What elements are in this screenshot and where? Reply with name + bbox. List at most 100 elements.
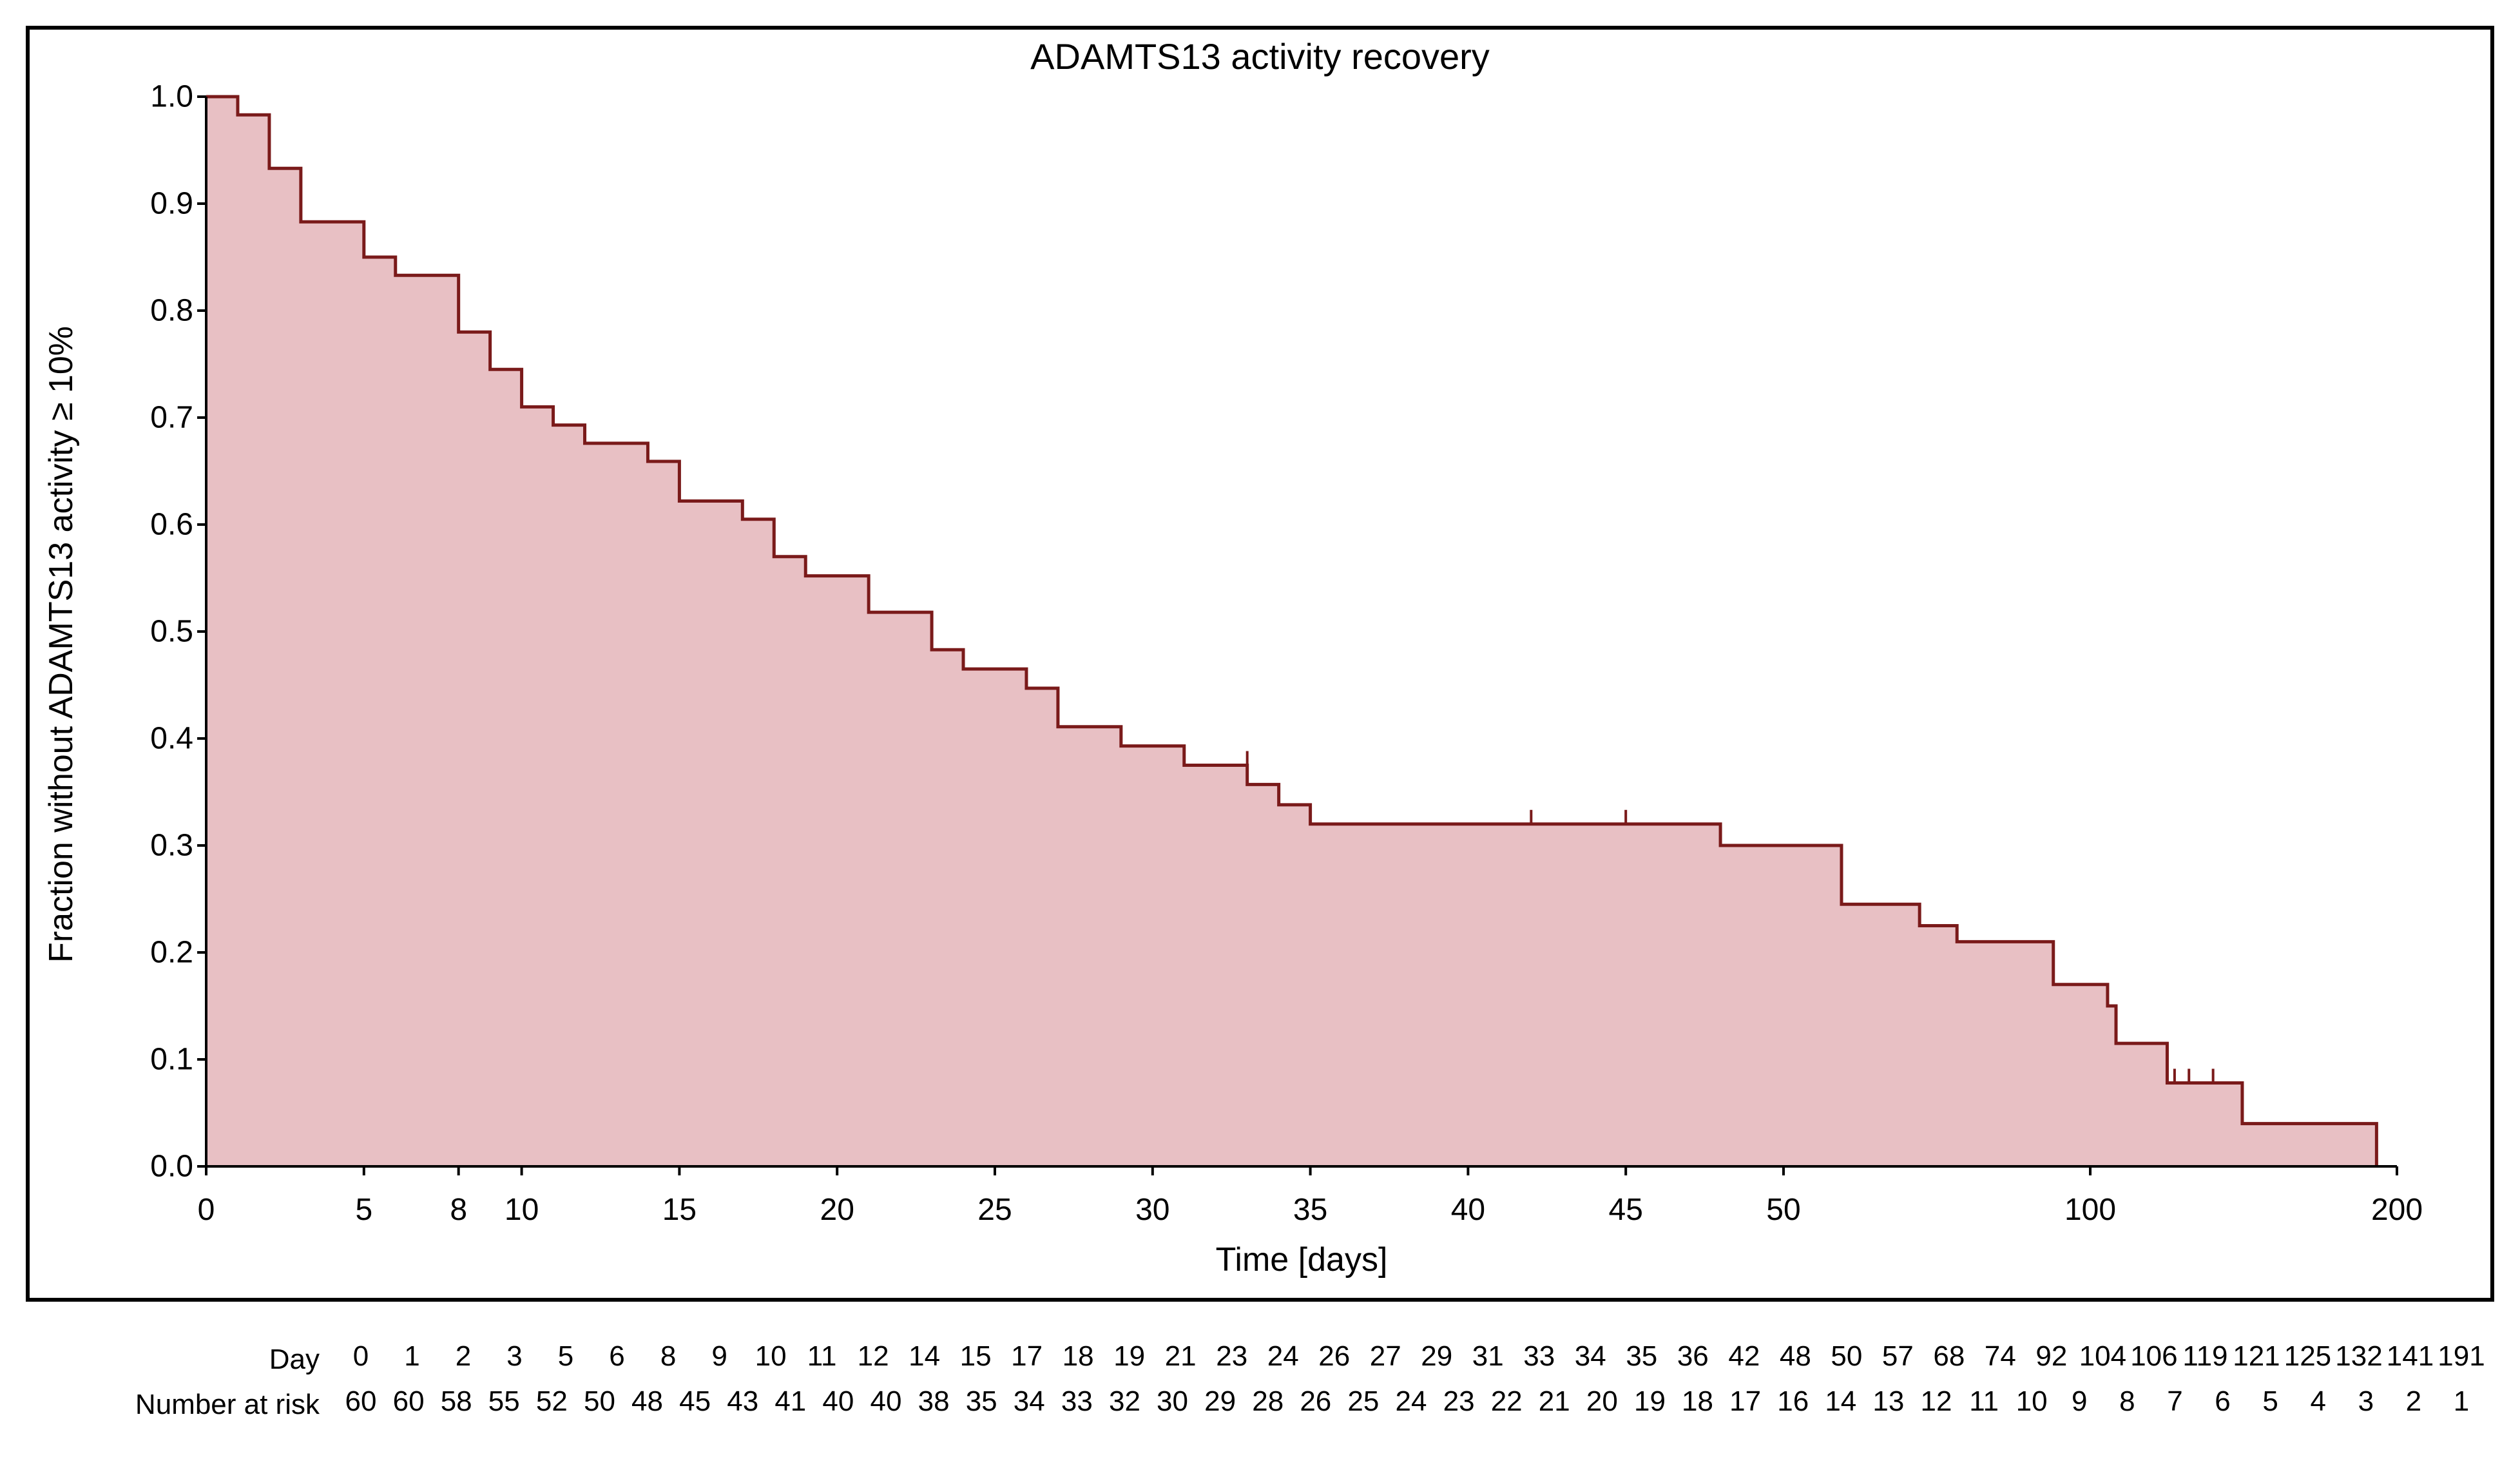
risk-number-cell: 50 (584, 1385, 615, 1418)
risk-number-cell: 18 (1682, 1385, 1713, 1418)
risk-row-label-day: Day (269, 1344, 320, 1376)
y-tick-label: 0.5 (150, 614, 193, 650)
risk-number-cell: 25 (1347, 1385, 1379, 1418)
risk-number-cell: 6 (2215, 1385, 2230, 1418)
risk-day-cell: 50 (1831, 1340, 1862, 1373)
risk-day-cell: 42 (1728, 1340, 1760, 1373)
risk-day-cell: 68 (1933, 1340, 1965, 1373)
x-axis-label: Time [days] (1216, 1240, 1388, 1279)
y-tick-label: 0.4 (150, 721, 193, 757)
risk-number-cell: 17 (1729, 1385, 1761, 1418)
risk-day-cell: 57 (1882, 1340, 1914, 1373)
risk-day-cell: 17 (1011, 1340, 1043, 1373)
risk-day-cell: 48 (1780, 1340, 1811, 1373)
risk-day-cell: 2 (456, 1340, 471, 1373)
risk-number-cell: 4 (2310, 1385, 2325, 1418)
risk-number-cell: 24 (1396, 1385, 1427, 1418)
risk-row-atrisk: Number at risk 6060585552504845434140403… (0, 1385, 2520, 1424)
x-tick-label: 25 (977, 1192, 1012, 1228)
risk-number-cell: 28 (1252, 1385, 1284, 1418)
x-tick-label: 20 (820, 1192, 854, 1228)
x-tick-label: 40 (1451, 1192, 1485, 1228)
risk-number-cell: 60 (345, 1385, 377, 1418)
risk-number-cell: 26 (1300, 1385, 1331, 1418)
risk-number-cell: 29 (1204, 1385, 1236, 1418)
x-tick-label: 0 (198, 1192, 215, 1228)
y-tick-label: 0.7 (150, 400, 193, 436)
figure-container: ADAMTS13 activity recovery Fraction with… (0, 0, 2520, 1457)
x-tick-label: 10 (505, 1192, 539, 1228)
risk-number-cell: 23 (1443, 1385, 1475, 1418)
risk-number-cell: 9 (2072, 1385, 2087, 1418)
risk-day-cell: 1 (404, 1340, 419, 1373)
risk-number-cell: 14 (1825, 1385, 1856, 1418)
x-tick-label: 100 (2064, 1192, 2116, 1228)
risk-number-cell: 34 (1014, 1385, 1045, 1418)
y-tick-label: 0.3 (150, 828, 193, 864)
risk-day-cell: 19 (1113, 1340, 1145, 1373)
risk-day-cell: 104 (2079, 1340, 2126, 1373)
risk-day-cell: 0 (353, 1340, 369, 1373)
risk-number-cell: 11 (1969, 1385, 1999, 1418)
risk-day-cell: 125 (2284, 1340, 2331, 1373)
risk-day-cell: 15 (960, 1340, 992, 1373)
x-tick-label: 15 (662, 1192, 697, 1228)
risk-day-cell: 6 (609, 1340, 624, 1373)
risk-number-cell: 22 (1491, 1385, 1523, 1418)
risk-day-cell: 24 (1267, 1340, 1299, 1373)
risk-row-day: Day 012356891011121415171819212324262729… (0, 1340, 2520, 1379)
x-tick-label: 200 (2371, 1192, 2423, 1228)
risk-number-cell: 10 (2016, 1385, 2048, 1418)
risk-number-cell: 2 (2406, 1385, 2421, 1418)
risk-number-cell: 30 (1157, 1385, 1188, 1418)
risk-number-cell: 35 (966, 1385, 997, 1418)
risk-number-cell: 8 (2119, 1385, 2135, 1418)
risk-day-cell: 119 (2182, 1340, 2227, 1373)
x-tick-label: 45 (1608, 1192, 1642, 1228)
risk-day-cell: 31 (1472, 1340, 1504, 1373)
risk-day-cell: 35 (1626, 1340, 1657, 1373)
risk-number-cell: 55 (488, 1385, 520, 1418)
risk-day-cell: 34 (1575, 1340, 1606, 1373)
risk-number-cell: 21 (1539, 1385, 1570, 1418)
risk-number-cell: 12 (1921, 1385, 1952, 1418)
risk-day-cell: 27 (1370, 1340, 1401, 1373)
y-tick-label: 1.0 (150, 79, 193, 115)
risk-day-cell: 121 (2233, 1340, 2280, 1373)
y-axis-label: Fraction without ADAMTS13 activity ≥ 10% (42, 326, 81, 963)
plot-svg (206, 97, 2397, 1166)
risk-day-cell: 11 (807, 1340, 837, 1373)
km-fill-area (206, 97, 2376, 1166)
y-tick-label: 0.0 (150, 1149, 193, 1184)
risk-number-cell: 13 (1872, 1385, 1904, 1418)
risk-number-cell: 5 (2262, 1385, 2278, 1418)
y-tick-label: 0.1 (150, 1042, 193, 1077)
risk-day-cell: 14 (909, 1340, 940, 1373)
risk-row-label-atrisk: Number at risk (135, 1389, 320, 1421)
risk-day-cell: 18 (1063, 1340, 1094, 1373)
risk-day-cell: 12 (858, 1340, 889, 1373)
risk-number-cell: 52 (536, 1385, 568, 1418)
risk-day-cell: 191 (2438, 1340, 2485, 1373)
plot-area (206, 97, 2397, 1166)
y-tick-label: 0.8 (150, 293, 193, 329)
risk-day-cell: 74 (1985, 1340, 2016, 1373)
risk-number-cell: 3 (2358, 1385, 2374, 1418)
x-tick-label: 30 (1135, 1192, 1169, 1228)
risk-day-cell: 92 (2035, 1340, 2067, 1373)
risk-number-cell: 1 (2454, 1385, 2469, 1418)
risk-day-cell: 23 (1216, 1340, 1247, 1373)
risk-day-cell: 29 (1421, 1340, 1452, 1373)
risk-day-cell: 5 (558, 1340, 573, 1373)
at-risk-table: Day 012356891011121415171819212324262729… (0, 1340, 2520, 1437)
chart-title: ADAMTS13 activity recovery (0, 35, 2520, 77)
y-tick-label: 0.6 (150, 507, 193, 543)
y-tick-label: 0.9 (150, 186, 193, 222)
risk-day-cell: 26 (1318, 1340, 1350, 1373)
risk-number-cell: 38 (918, 1385, 950, 1418)
risk-number-cell: 7 (2167, 1385, 2182, 1418)
risk-day-cell: 9 (711, 1340, 727, 1373)
risk-day-cell: 106 (2130, 1340, 2177, 1373)
risk-number-cell: 48 (631, 1385, 663, 1418)
x-tick-label: 8 (450, 1192, 467, 1228)
